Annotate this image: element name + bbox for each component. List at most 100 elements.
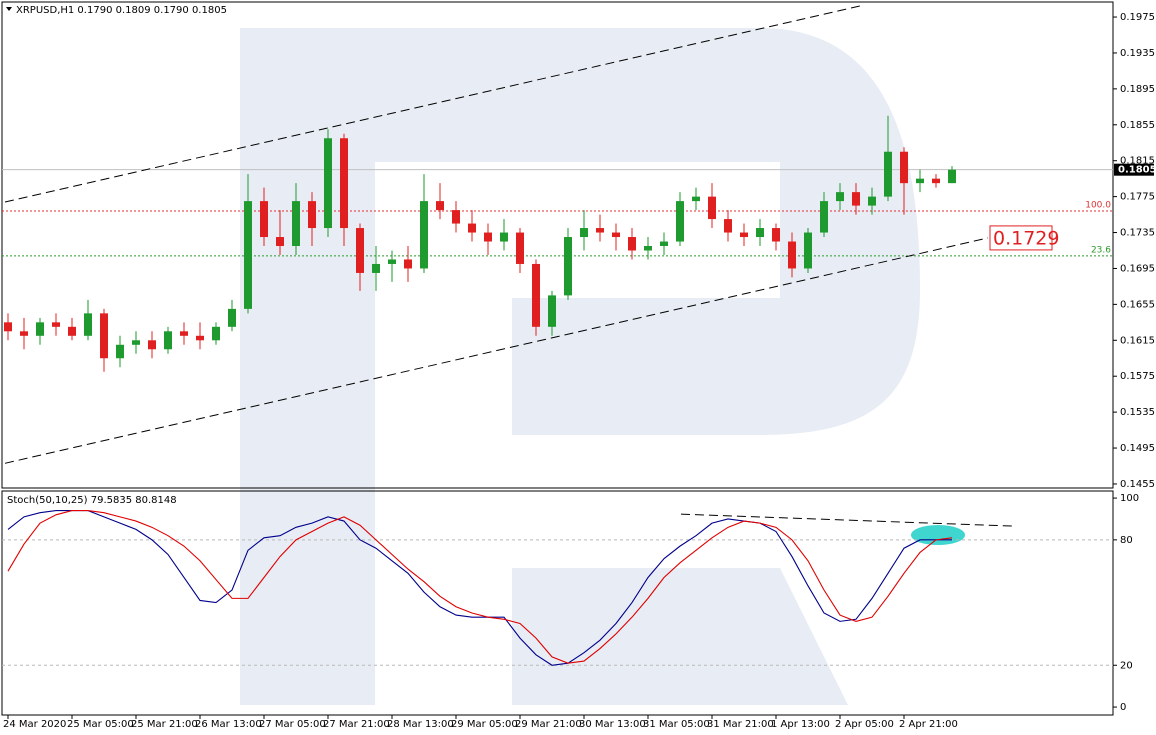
candle-body <box>164 331 172 350</box>
candle-body <box>532 263 540 327</box>
y-tick-label: 20 <box>1120 660 1133 671</box>
x-tick-label: 25 Mar 21:00 <box>131 719 198 730</box>
y-tick-label: 0.1895 <box>1120 84 1155 95</box>
candle-body <box>516 232 524 264</box>
y-tick-label: 0.1575 <box>1120 371 1155 382</box>
candle-body <box>756 228 764 238</box>
annotation: 0.1729 <box>993 227 1059 249</box>
x-tick-label: 27 Mar 05:00 <box>259 719 326 730</box>
candle-body <box>228 308 236 327</box>
candle-body <box>20 331 28 336</box>
candle-body <box>804 232 812 269</box>
candle-body <box>836 192 844 202</box>
candle-body <box>148 340 156 350</box>
y-tick-label: 0.1655 <box>1120 299 1155 310</box>
candle-body <box>548 295 556 327</box>
annotation-box <box>989 225 1053 251</box>
current-price-box <box>1114 163 1154 176</box>
stoch-line <box>7 510 952 666</box>
stoch-title: Stoch(50,10,25) 79.5835 80.8148 <box>7 495 177 506</box>
y-tick-label: 0.1775 <box>1120 192 1155 203</box>
candle-body <box>852 192 860 206</box>
x-tick-label: 28 Mar 13:00 <box>387 719 454 730</box>
current-price-label: 0.1805 <box>1118 165 1156 176</box>
x-tick-label: 1 Apr 13:00 <box>771 719 830 730</box>
candle-body <box>100 313 108 359</box>
candle-body <box>628 237 636 251</box>
x-tick-label: 29 Mar 05:00 <box>451 719 518 730</box>
x-tick-label: 27 Mar 21:00 <box>323 719 390 730</box>
candle-body <box>52 322 60 327</box>
x-tick-label: 31 Mar 05:00 <box>643 719 710 730</box>
candle-body <box>692 196 700 202</box>
candle-body <box>932 178 940 184</box>
watermark <box>240 28 920 705</box>
candle-body <box>660 241 668 247</box>
candle-body <box>644 246 652 251</box>
candle-body <box>564 237 572 296</box>
trendline <box>4 237 989 464</box>
y-tick-label: 0.1455 <box>1120 479 1155 490</box>
candle-body <box>436 201 444 211</box>
y-tick-label: 0.1975 <box>1120 12 1155 23</box>
candle-body <box>916 178 924 184</box>
price-panel <box>1 1 1114 489</box>
y-tick-label: 0.1855 <box>1120 120 1155 131</box>
candle-body <box>772 228 780 242</box>
candle-body <box>468 223 476 233</box>
x-tick-label: 30 Mar 13:00 <box>579 719 646 730</box>
candle-body <box>868 196 876 206</box>
x-tick-label: 2 Apr 05:00 <box>835 719 894 730</box>
fib-label: 23.6 <box>1091 245 1111 255</box>
stoch-line <box>7 510 953 664</box>
candle-body <box>388 259 396 264</box>
candle-body <box>708 196 716 220</box>
candle-body <box>484 232 492 242</box>
candle-body <box>116 344 124 359</box>
candle-body <box>596 228 604 233</box>
candle-body <box>404 259 412 269</box>
x-tick-label: 25 Mar 05:00 <box>67 719 134 730</box>
candle-body <box>948 169 956 184</box>
candle-body <box>900 151 908 184</box>
candle-body <box>820 201 828 233</box>
candle-body <box>4 322 12 332</box>
y-tick-label: 0.1695 <box>1120 263 1155 274</box>
candle-body <box>212 326 220 341</box>
y-tick-label: 0.1815 <box>1120 156 1155 167</box>
fib-label: 100.0 <box>1085 200 1111 210</box>
candle-body <box>308 201 316 229</box>
stoch-panel <box>1 490 1114 716</box>
menu-arrow <box>6 7 12 11</box>
y-tick-label: 100 <box>1120 493 1139 504</box>
candle-body <box>740 232 748 238</box>
candle-body <box>340 138 348 229</box>
candle-body <box>196 335 204 341</box>
candle-body <box>452 210 460 224</box>
candle-body <box>500 232 508 242</box>
x-tick-label: 31 Mar 21:00 <box>707 719 774 730</box>
candle-body <box>420 201 428 269</box>
y-tick-label: 80 <box>1120 535 1133 546</box>
candle-body <box>180 331 188 336</box>
candle-body <box>292 201 300 247</box>
candle-body <box>36 322 44 336</box>
x-tick-label: 26 Mar 13:00 <box>195 719 262 730</box>
y-tick-label: 0.1495 <box>1120 443 1155 454</box>
y-tick-label: 0.1535 <box>1120 407 1155 418</box>
y-tick-label: 0.1935 <box>1120 48 1155 59</box>
candle-body <box>788 241 796 269</box>
candle-body <box>244 201 252 309</box>
candle-body <box>356 228 364 273</box>
y-tick-label: 0.1615 <box>1120 335 1155 346</box>
candle-body <box>260 201 268 238</box>
trendline <box>680 513 1013 527</box>
x-tick-label: 24 Mar 2020 <box>3 719 66 730</box>
price-title: XRPUSD,H1 0.1790 0.1809 0.1790 0.1805 <box>16 5 227 16</box>
y-tick-label: 0.1735 <box>1120 228 1155 239</box>
candle-body <box>580 228 588 238</box>
candle-body <box>676 201 684 242</box>
candle-body <box>84 313 92 336</box>
candle-body <box>372 263 380 273</box>
